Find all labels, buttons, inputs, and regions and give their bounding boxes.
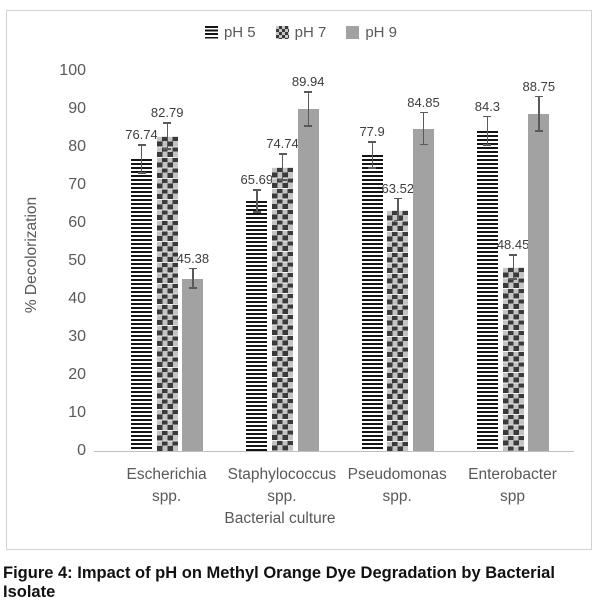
error-bar-bottom-cap xyxy=(368,166,377,169)
bar-ph-5-enterobacter xyxy=(476,130,498,451)
category-label-pseudomonas: Pseudomonas spp. xyxy=(347,466,447,505)
category-label-staphylococcus: Staphylococcus spp. xyxy=(227,466,337,505)
y-tick-label-90: 90 xyxy=(68,100,86,117)
y-tick-label-10: 10 xyxy=(68,404,86,421)
legend-marker-ph-5-icon xyxy=(204,25,218,39)
y-tick-label-0: 0 xyxy=(77,442,86,459)
bar-ph-9-staphylococcus xyxy=(297,109,319,451)
error-bar-top-cap xyxy=(419,111,428,114)
error-bar-bottom-cap xyxy=(163,148,172,151)
y-tick-label-60: 60 xyxy=(68,214,86,231)
legend-marker-ph-9-icon xyxy=(346,25,360,39)
error-bar-bottom-cap xyxy=(304,125,313,128)
y-tick-label-50: 50 xyxy=(68,252,86,269)
data-label-ph-9-pseudomonas: 84.85 xyxy=(407,94,440,110)
error-bar-top-cap xyxy=(509,253,518,256)
error-bar xyxy=(192,268,194,289)
error-bar-top-cap xyxy=(304,91,313,93)
bar-ph-5-escherichia xyxy=(131,159,152,451)
error-bar xyxy=(423,112,425,145)
error-bar xyxy=(538,96,540,131)
data-label-ph-7-staphylococcus: 74.74 xyxy=(266,136,299,152)
error-bar-top-cap xyxy=(483,115,492,118)
data-label-ph-7-enterobacter: 48.45 xyxy=(496,236,530,252)
category-label-enterobacter: Enterobacter spp xyxy=(468,466,557,505)
error-bar xyxy=(371,142,373,168)
error-bar xyxy=(512,254,514,280)
category-label-escherichia: Escherichia spp. xyxy=(126,466,207,505)
legend-marker-ph-7-icon xyxy=(275,25,289,39)
error-bar-top-cap xyxy=(163,122,172,125)
y-tick-label-30: 30 xyxy=(68,328,86,345)
error-bar-top-cap xyxy=(534,95,543,98)
error-bar-top-cap xyxy=(368,141,377,143)
y-tick-label-20: 20 xyxy=(68,366,86,383)
y-tick-label-80: 80 xyxy=(68,138,86,155)
error-bar-top-cap xyxy=(252,189,261,192)
error-bar xyxy=(397,198,399,221)
legend-item-ph-7: pH 7 xyxy=(275,23,327,41)
data-label-ph-7-pseudomonas: 63.52 xyxy=(381,180,415,196)
error-bar-top-cap xyxy=(278,153,287,155)
data-label-ph-5-pseudomonas: 77.9 xyxy=(359,124,385,140)
error-bar-top-cap xyxy=(188,267,197,270)
error-bar-bottom-cap xyxy=(188,287,197,290)
data-label-ph-9-enterobacter: 88.75 xyxy=(522,78,556,94)
legend-label: pH 5 xyxy=(223,23,256,41)
legend-item-ph-9: pH 9 xyxy=(346,24,397,41)
error-bar xyxy=(307,92,310,127)
error-bar-bottom-cap xyxy=(483,143,492,146)
error-bar-bottom-cap xyxy=(419,143,428,146)
y-tick-label-40: 40 xyxy=(68,290,86,307)
legend-item-ph-5: pH 5 xyxy=(204,23,256,41)
error-bar-top-cap xyxy=(393,197,402,200)
x-axis-title: Bacterial culture xyxy=(224,510,336,527)
error-bar xyxy=(141,145,143,174)
chart-legend: pH 5 pH 7 pH 9 xyxy=(0,22,602,42)
bar-ph-7-staphylococcus xyxy=(272,166,293,451)
bar-ph-9-pseudomonas xyxy=(413,128,434,451)
data-label-ph-9-escherichia: 45.38 xyxy=(176,250,210,266)
bar-ph-7-enterobacter xyxy=(502,266,524,451)
error-bar-bottom-cap xyxy=(278,178,287,181)
bar-ph-5-pseudomonas xyxy=(361,154,383,451)
x-axis-line xyxy=(94,451,574,452)
error-bar xyxy=(486,116,489,145)
error-bar xyxy=(166,123,169,150)
y-tick-label-70: 70 xyxy=(68,176,86,193)
error-bar xyxy=(282,154,284,180)
data-label-ph-5-staphylococcus: 65.69 xyxy=(240,172,274,188)
bar-ph-9-escherichia xyxy=(182,278,204,451)
error-bar-bottom-cap xyxy=(137,172,146,175)
bar-ph-5-staphylococcus xyxy=(246,201,268,451)
data-label-ph-7-escherichia: 82.79 xyxy=(150,105,184,121)
error-bar-bottom-cap xyxy=(534,129,543,132)
error-bar xyxy=(256,190,258,213)
bar-ph-9-enterobacter xyxy=(528,113,550,451)
error-bar-bottom-cap xyxy=(252,211,261,214)
bar-ph-7-pseudomonas xyxy=(387,209,409,451)
error-bar-bottom-cap xyxy=(393,219,402,222)
data-label-ph-9-staphylococcus: 89.94 xyxy=(291,74,325,90)
legend-label: pH 9 xyxy=(365,23,398,41)
bar-ph-7-escherichia xyxy=(156,136,178,451)
data-label-ph-5-escherichia: 76.74 xyxy=(125,127,158,143)
figure-caption: Figure 4: Impact of pH on Methyl Orange … xyxy=(3,564,555,601)
error-bar-bottom-cap xyxy=(509,278,518,280)
data-label-ph-5-enterobacter: 84.3 xyxy=(474,98,501,114)
y-tick-label-100: 100 xyxy=(59,62,86,79)
error-bar-top-cap xyxy=(137,144,146,147)
legend-label: pH 7 xyxy=(294,23,327,41)
